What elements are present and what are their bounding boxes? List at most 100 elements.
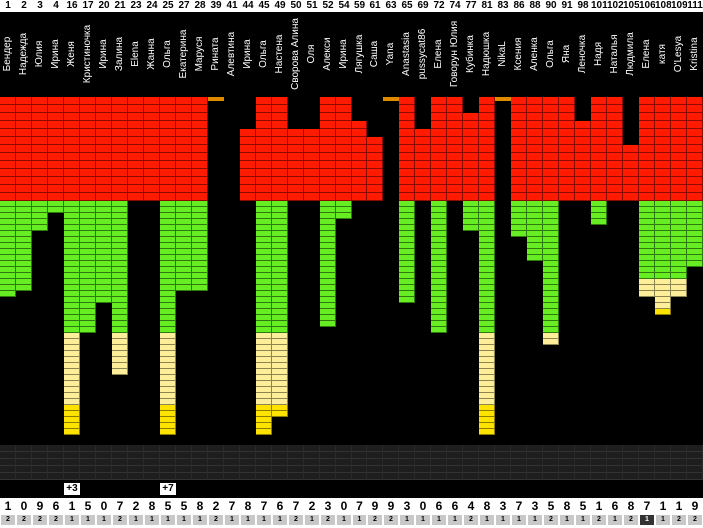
- empty-cell: [320, 452, 336, 459]
- empty-cell: [559, 445, 575, 452]
- green-cell: [96, 285, 112, 291]
- red-cell: [176, 105, 192, 113]
- red-cell: [144, 113, 160, 121]
- participant-name[interactable]: Кристиночка: [80, 13, 96, 95]
- green-cell: [64, 297, 80, 303]
- participant-name[interactable]: Ирина: [336, 13, 352, 95]
- green-cell: [16, 255, 32, 261]
- yellow-cell: [479, 369, 495, 375]
- participant-name[interactable]: Надюшка: [479, 13, 495, 95]
- participant-name[interactable]: Ирина: [240, 13, 256, 95]
- column-score: 2: [128, 498, 144, 515]
- green-cell: [655, 225, 671, 231]
- participant-name[interactable]: Елена: [431, 13, 447, 95]
- green-cell: [479, 225, 495, 231]
- green-cell: [160, 249, 176, 255]
- participant-name[interactable]: Бендер: [0, 13, 16, 95]
- participant-name[interactable]: Юлия: [32, 13, 48, 95]
- participant-name[interactable]: Ирина: [96, 13, 112, 95]
- participant-name[interactable]: Оля: [304, 13, 320, 95]
- red-cell: [575, 137, 591, 145]
- participant-name[interactable]: Elena: [128, 13, 144, 95]
- column-score: 1: [655, 498, 671, 515]
- participant-name[interactable]: Надежда: [16, 13, 32, 95]
- green-cell: [543, 327, 559, 333]
- participant-name[interactable]: Ирина: [48, 13, 64, 95]
- participant-name[interactable]: Лягушка: [352, 13, 367, 95]
- participant-name[interactable]: Леночка: [575, 13, 591, 95]
- participant-name-label: Рината: [210, 37, 221, 71]
- participant-name[interactable]: Алевтина: [224, 13, 240, 95]
- participant-name[interactable]: Женя: [64, 13, 80, 95]
- participant-name[interactable]: Наталья: [607, 13, 623, 95]
- participant-name[interactable]: Людмила: [623, 13, 639, 95]
- participant-name[interactable]: Kristina: [687, 13, 703, 95]
- red-cell: [527, 121, 543, 129]
- red-cell: [144, 137, 160, 145]
- red-cell: [192, 193, 208, 201]
- participant-name[interactable]: Говорун Юлия: [447, 13, 463, 95]
- participant-name[interactable]: Рината: [208, 13, 224, 95]
- red-cell: [240, 137, 256, 145]
- column-score: 5: [176, 498, 192, 515]
- red-cell: [399, 121, 415, 129]
- empty-cell: [208, 466, 224, 473]
- participant-name[interactable]: Залина: [112, 13, 128, 95]
- participant-name[interactable]: Ольга: [256, 13, 272, 95]
- participant-name[interactable]: Жанна: [144, 13, 160, 95]
- green-cell: [320, 261, 336, 267]
- green-cell: [256, 285, 272, 291]
- participant-name-label: Лягушка: [353, 34, 365, 74]
- green-cell: [80, 309, 96, 315]
- red-cell: [112, 105, 128, 113]
- green-cell: [192, 279, 208, 285]
- empty-cell: [559, 466, 575, 473]
- empty-cell: [112, 452, 128, 459]
- participant-name[interactable]: Ольга: [543, 13, 559, 95]
- participant-name[interactable]: Аленка: [527, 13, 543, 95]
- participant-name[interactable]: Ольга: [160, 13, 176, 95]
- green-cell: [431, 279, 447, 285]
- red-cell: [32, 145, 48, 153]
- participant-name[interactable]: Елена: [639, 13, 655, 95]
- red-cell: [415, 177, 431, 185]
- empty-cell: [367, 459, 383, 466]
- yellow-cell: [272, 357, 288, 363]
- participant-name[interactable]: Anastasia: [399, 13, 415, 95]
- gold-cell: [272, 405, 288, 411]
- red-cell: [96, 105, 112, 113]
- empty-cell: [687, 445, 703, 452]
- red-cell: [671, 193, 687, 201]
- participant-name[interactable]: O'Lesya: [671, 13, 687, 95]
- participant-name[interactable]: Надя: [591, 13, 607, 95]
- column-number: 52: [322, 0, 334, 11]
- red-cell: [479, 137, 495, 145]
- green-cell: [96, 279, 112, 285]
- participant-name[interactable]: катя: [655, 13, 671, 95]
- green-cell: [479, 273, 495, 279]
- participant-name[interactable]: Кубинка: [463, 13, 479, 95]
- red-cell: [367, 193, 383, 201]
- yellow-cell: [479, 339, 495, 345]
- participant-name[interactable]: Сворова Алина: [288, 13, 304, 95]
- red-cell: [16, 153, 32, 161]
- participant-name[interactable]: Яна: [559, 13, 575, 95]
- participant-name[interactable]: Маруся: [192, 13, 208, 95]
- red-cell: [128, 145, 144, 153]
- green-cell: [655, 201, 671, 207]
- participant-name[interactable]: Настена: [272, 13, 288, 95]
- empty-cell: [607, 473, 623, 480]
- participant-name[interactable]: Саша: [367, 13, 383, 95]
- participant-name[interactable]: NikaL: [495, 13, 511, 95]
- participant-name[interactable]: Yana: [383, 13, 399, 95]
- participant-name[interactable]: Алекси: [320, 13, 336, 95]
- red-cell: [527, 185, 543, 193]
- red-cell: [415, 161, 431, 169]
- participant-name[interactable]: Екатерина: [176, 13, 192, 95]
- participant-name[interactable]: pussycat86: [415, 13, 431, 95]
- participant-name[interactable]: Ксения: [511, 13, 527, 95]
- red-cell: [48, 161, 64, 169]
- red-cell: [160, 105, 176, 113]
- red-cell: [80, 161, 96, 169]
- yellow-cell: [639, 291, 655, 297]
